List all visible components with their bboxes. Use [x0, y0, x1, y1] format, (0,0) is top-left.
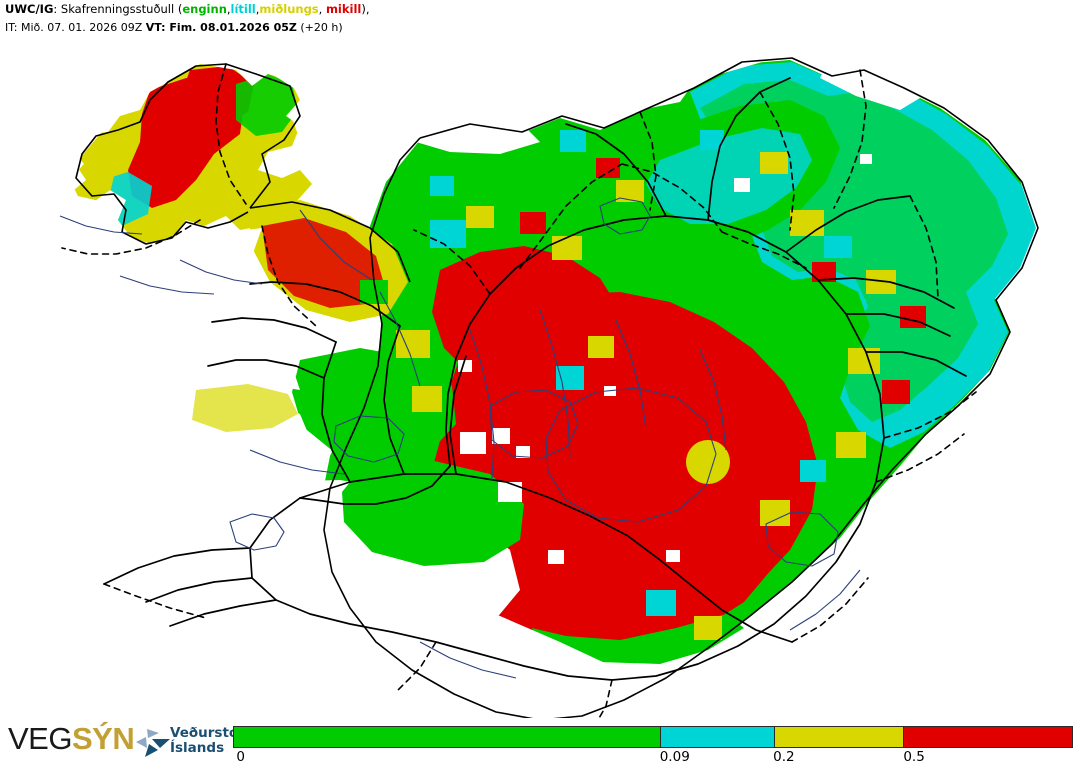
agency-line-2: Íslands	[170, 740, 225, 756]
colorbar-tick-02: 0.2	[773, 749, 795, 765]
vedurstofa-islands-label: Veðurstofa Íslands	[170, 726, 253, 756]
paren-open: (	[174, 2, 183, 16]
colorbar-tick-009: 0.09	[659, 749, 690, 765]
colorbar-tick-05: 0.5	[903, 749, 925, 765]
valid-time-label: VT:	[145, 21, 166, 34]
agency-line-1: Veðurstofa	[170, 725, 254, 741]
ocean-mask	[0, 30, 1080, 720]
raster-southwest-green	[342, 460, 524, 566]
colorbar-band-mikill[interactable]	[904, 727, 1072, 747]
raster-isthmus-red	[262, 218, 384, 308]
issue-time-label: IT:	[5, 21, 18, 34]
vedurstofa-pinwheel-icon	[136, 729, 170, 757]
lead-time-value: (+20 h)	[296, 21, 343, 34]
header-bar: UWC/IG: Skafrenningsstuðull (enginn,líti…	[0, 0, 1080, 38]
forecast-map[interactable]	[0, 30, 1080, 720]
raster-icecap-yellow-spot	[686, 440, 730, 484]
colorbar-legend[interactable]: 0 0.09 0.2 0.5	[233, 726, 1073, 766]
issue-time-value: Mið. 07. 01. 2026 09Z	[17, 21, 146, 34]
class-label-midlungs: miðlungs	[259, 2, 319, 16]
raster-south-coast-green	[532, 614, 744, 664]
raster-west-green	[292, 348, 456, 462]
product-code: UWC/IG	[5, 2, 54, 16]
colorbar-band-midlungs[interactable]	[774, 727, 905, 747]
header-title-line: UWC/IG: Skafrenningsstuðull (enginn,líti…	[5, 2, 370, 16]
road-network	[103, 77, 967, 681]
raster-snaefellsnes-yellow	[192, 384, 298, 432]
raster-scatter-patches	[360, 130, 926, 640]
colorbar[interactable]	[233, 726, 1073, 748]
iceland-raster-map[interactable]	[0, 30, 1080, 720]
header-separator: :	[53, 2, 61, 16]
vegsyn-logo[interactable]: VEGSÝN	[8, 721, 135, 756]
footer-bar: VEGSÝN Veðurstofa Íslands 0 0.09 0.2 0.5	[0, 718, 1080, 766]
raster-westfjords-green-1	[236, 74, 298, 136]
vegsyn-logo-part1: VEG	[8, 721, 72, 756]
rivers-and-lakes	[59, 197, 861, 679]
paren-close: ),	[361, 2, 370, 16]
class-label-mikill: mikill	[325, 2, 362, 16]
class-sep-1: ,	[226, 2, 231, 16]
valid-time-value: Fim. 08.01.2026 05Z	[165, 21, 297, 34]
vegsyn-logo-part2: SÝN	[71, 721, 135, 756]
header-time-line: IT: Mið. 07. 01. 2026 09Z VT: Fim. 08.01…	[5, 22, 343, 33]
colorbar-band-enginn[interactable]	[234, 727, 662, 747]
class-label-enginn: enginn	[182, 2, 227, 16]
class-sep-2: ,	[255, 2, 260, 16]
parameter-name: Skafrenningsstuðull	[60, 2, 175, 16]
class-label-litill: lítill	[230, 2, 256, 16]
class-sep-3: ,	[318, 2, 326, 16]
colorbar-tick-0: 0	[236, 749, 245, 765]
colorbar-band-litill[interactable]	[661, 727, 775, 747]
road-network-secondary	[61, 63, 977, 720]
raster-midwest-red	[432, 246, 620, 388]
blowing-snow-raster	[70, 60, 1036, 720]
